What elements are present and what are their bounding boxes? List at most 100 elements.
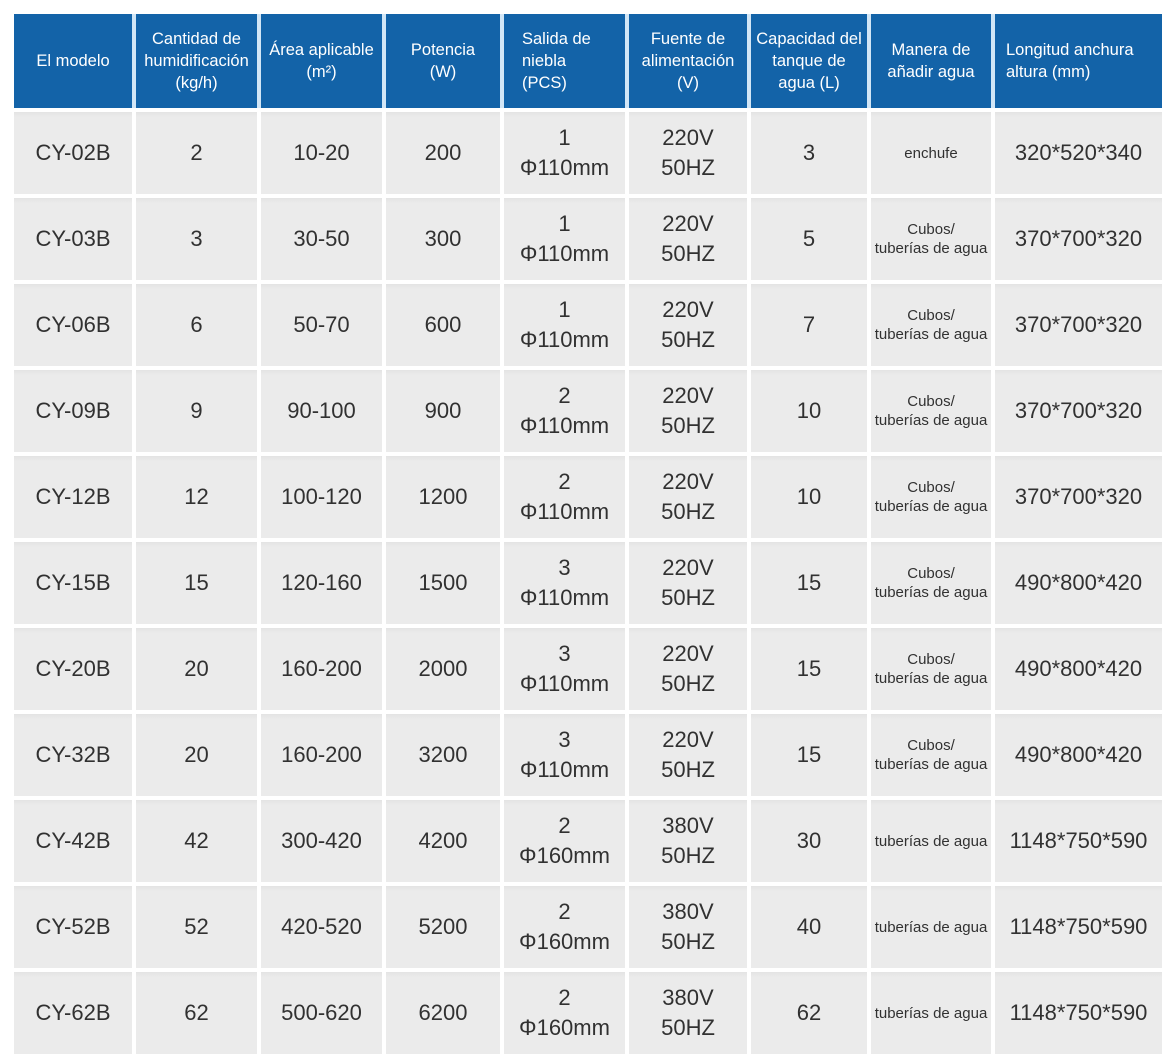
cell-area: 300-420 bbox=[261, 800, 382, 882]
cell-power-supply: 220V 50HZ bbox=[629, 456, 747, 538]
cell-model: CY-06B bbox=[14, 284, 132, 366]
column-header-water-adding: Manera de añadir agua bbox=[871, 14, 991, 108]
column-header-mist-outlet: Salida de niebla (PCS) bbox=[504, 14, 625, 108]
cell-power-supply: 220V 50HZ bbox=[629, 542, 747, 624]
cell-humidification: 20 bbox=[136, 628, 257, 710]
column-header-power: Potencia (W) bbox=[386, 14, 500, 108]
cell-dimensions: 370*700*320 bbox=[995, 456, 1162, 538]
cell-humidification: 15 bbox=[136, 542, 257, 624]
table-row: CY-06B 6 50-70 600 1 Φ110mm 220V 50HZ 7 Cubos/ … bbox=[14, 284, 1162, 366]
cell-model: CY-09B bbox=[14, 370, 132, 452]
cell-model: CY-20B bbox=[14, 628, 132, 710]
cell-humidification: 2 bbox=[136, 112, 257, 194]
column-header-tank-capacity: Capacidad del tanque de agua (L) bbox=[751, 14, 867, 108]
cell-tank-capacity: 15 bbox=[751, 542, 867, 624]
cell-power: 4200 bbox=[386, 800, 500, 882]
header-row: El modelo Cantidad de humidificación (kg/… bbox=[14, 14, 1162, 108]
cell-power: 3200 bbox=[386, 714, 500, 796]
cell-tank-capacity: 3 bbox=[751, 112, 867, 194]
cell-tank-capacity: 40 bbox=[751, 886, 867, 968]
cell-power: 5200 bbox=[386, 886, 500, 968]
cell-mist-outlet: 2 Φ110mm bbox=[504, 370, 625, 452]
cell-power-supply: 220V 50HZ bbox=[629, 284, 747, 366]
cell-power: 1200 bbox=[386, 456, 500, 538]
cell-area: 100-120 bbox=[261, 456, 382, 538]
cell-humidification: 62 bbox=[136, 972, 257, 1054]
cell-water-adding: enchufe bbox=[871, 112, 991, 194]
cell-mist-outlet: 3 Φ110mm bbox=[504, 628, 625, 710]
cell-mist-outlet: 2 Φ160mm bbox=[504, 972, 625, 1054]
cell-tank-capacity: 62 bbox=[751, 972, 867, 1054]
table-row: CY-02B 2 10-20 200 1 Φ110mm 220V 50HZ 3 enchufe… bbox=[14, 112, 1162, 194]
cell-area: 160-200 bbox=[261, 714, 382, 796]
cell-power-supply: 380V 50HZ bbox=[629, 972, 747, 1054]
cell-tank-capacity: 15 bbox=[751, 628, 867, 710]
table-row: CY-42B 42 300-420 4200 2 Φ160mm 380V 50HZ 30 tu… bbox=[14, 800, 1162, 882]
cell-model: CY-32B bbox=[14, 714, 132, 796]
cell-tank-capacity: 30 bbox=[751, 800, 867, 882]
cell-mist-outlet: 3 Φ110mm bbox=[504, 714, 625, 796]
cell-water-adding: Cubos/ tuberías de agua bbox=[871, 714, 991, 796]
cell-model: CY-42B bbox=[14, 800, 132, 882]
table-header: El modelo Cantidad de humidificación (kg/… bbox=[14, 14, 1162, 108]
cell-tank-capacity: 10 bbox=[751, 370, 867, 452]
cell-water-adding: tuberías de agua bbox=[871, 886, 991, 968]
cell-model: CY-02B bbox=[14, 112, 132, 194]
column-header-area: Área aplicable (m²) bbox=[261, 14, 382, 108]
cell-tank-capacity: 15 bbox=[751, 714, 867, 796]
cell-area: 90-100 bbox=[261, 370, 382, 452]
table-row: CY-62B 62 500-620 6200 2 Φ160mm 380V 50HZ 62 tu… bbox=[14, 972, 1162, 1054]
cell-dimensions: 1148*750*590 bbox=[995, 800, 1162, 882]
cell-power: 2000 bbox=[386, 628, 500, 710]
table-row: CY-52B 52 420-520 5200 2 Φ160mm 380V 50HZ 40 tu… bbox=[14, 886, 1162, 968]
cell-humidification: 42 bbox=[136, 800, 257, 882]
cell-model: CY-52B bbox=[14, 886, 132, 968]
cell-dimensions: 320*520*340 bbox=[995, 112, 1162, 194]
cell-power: 6200 bbox=[386, 972, 500, 1054]
cell-model: CY-62B bbox=[14, 972, 132, 1054]
cell-tank-capacity: 5 bbox=[751, 198, 867, 280]
cell-power: 900 bbox=[386, 370, 500, 452]
cell-power: 1500 bbox=[386, 542, 500, 624]
cell-power: 300 bbox=[386, 198, 500, 280]
cell-dimensions: 490*800*420 bbox=[995, 542, 1162, 624]
cell-humidification: 9 bbox=[136, 370, 257, 452]
cell-humidification: 6 bbox=[136, 284, 257, 366]
cell-power: 600 bbox=[386, 284, 500, 366]
table-row: CY-09B 9 90-100 900 2 Φ110mm 220V 50HZ 10 Cubos… bbox=[14, 370, 1162, 452]
cell-area: 10-20 bbox=[261, 112, 382, 194]
cell-model: CY-03B bbox=[14, 198, 132, 280]
cell-dimensions: 370*700*320 bbox=[995, 284, 1162, 366]
cell-water-adding: Cubos/ tuberías de agua bbox=[871, 370, 991, 452]
cell-area: 500-620 bbox=[261, 972, 382, 1054]
cell-area: 160-200 bbox=[261, 628, 382, 710]
cell-area: 50-70 bbox=[261, 284, 382, 366]
cell-area: 420-520 bbox=[261, 886, 382, 968]
product-spec-table: El modelo Cantidad de humidificación (kg/… bbox=[10, 10, 1166, 1058]
cell-power-supply: 220V 50HZ bbox=[629, 714, 747, 796]
cell-area: 120-160 bbox=[261, 542, 382, 624]
cell-dimensions: 370*700*320 bbox=[995, 198, 1162, 280]
cell-water-adding: Cubos/ tuberías de agua bbox=[871, 456, 991, 538]
cell-power: 200 bbox=[386, 112, 500, 194]
cell-humidification: 52 bbox=[136, 886, 257, 968]
cell-tank-capacity: 10 bbox=[751, 456, 867, 538]
column-header-humidification: Cantidad de humidificación (kg/h) bbox=[136, 14, 257, 108]
cell-power-supply: 380V 50HZ bbox=[629, 886, 747, 968]
column-header-dimensions: Longitud anchura altura (mm) bbox=[995, 14, 1162, 108]
cell-water-adding: tuberías de agua bbox=[871, 972, 991, 1054]
table-body: CY-02B 2 10-20 200 1 Φ110mm 220V 50HZ 3 enchufe… bbox=[14, 112, 1162, 1054]
cell-mist-outlet: 1 Φ110mm bbox=[504, 112, 625, 194]
column-header-power-supply: Fuente de alimentación (V) bbox=[629, 14, 747, 108]
cell-model: CY-15B bbox=[14, 542, 132, 624]
table-row: CY-03B 3 30-50 300 1 Φ110mm 220V 50HZ 5 Cubos/ … bbox=[14, 198, 1162, 280]
cell-water-adding: Cubos/ tuberías de agua bbox=[871, 542, 991, 624]
cell-model: CY-12B bbox=[14, 456, 132, 538]
cell-power-supply: 380V 50HZ bbox=[629, 800, 747, 882]
cell-dimensions: 370*700*320 bbox=[995, 370, 1162, 452]
cell-humidification: 3 bbox=[136, 198, 257, 280]
cell-mist-outlet: 2 Φ160mm bbox=[504, 886, 625, 968]
cell-tank-capacity: 7 bbox=[751, 284, 867, 366]
cell-power-supply: 220V 50HZ bbox=[629, 112, 747, 194]
